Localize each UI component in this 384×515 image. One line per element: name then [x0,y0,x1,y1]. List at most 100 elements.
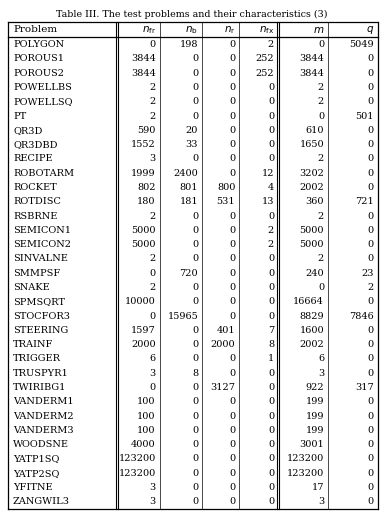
Text: POROUS1: POROUS1 [13,55,64,63]
Text: 0: 0 [268,254,274,264]
Text: RECIPE: RECIPE [13,154,53,163]
Text: 720: 720 [180,269,198,278]
Text: 0: 0 [192,97,198,106]
Text: ROTDISC: ROTDISC [13,197,61,207]
Text: 0: 0 [268,154,274,163]
Text: TRUSPYR1: TRUSPYR1 [13,369,69,378]
Text: POWELLSQ: POWELLSQ [13,97,73,106]
Text: QR3D: QR3D [13,126,42,135]
Text: 2: 2 [318,254,324,264]
Text: 0: 0 [368,326,374,335]
Text: 0: 0 [192,297,198,306]
Text: 0: 0 [368,297,374,306]
Text: 240: 240 [305,269,324,278]
Text: POROUS2: POROUS2 [13,68,64,78]
Text: 0: 0 [368,169,374,178]
Text: 0: 0 [368,469,374,478]
Text: 23: 23 [361,269,374,278]
Text: 0: 0 [229,83,235,92]
Text: 0: 0 [268,497,274,506]
Text: 610: 610 [306,126,324,135]
Text: 0: 0 [229,254,235,264]
Text: WOODSNE: WOODSNE [13,440,69,449]
Text: 8829: 8829 [300,312,324,321]
Text: SEMICON2: SEMICON2 [13,240,71,249]
Text: 2002: 2002 [299,340,324,349]
Text: 0: 0 [268,140,274,149]
Text: 3127: 3127 [210,383,235,392]
Text: $n_{\rm fr}$: $n_{\rm fr}$ [142,24,156,36]
Text: 0: 0 [192,340,198,349]
Text: 0: 0 [192,55,198,63]
Text: 0: 0 [192,426,198,435]
Text: 180: 180 [137,197,156,207]
Text: YATP1SQ: YATP1SQ [13,455,60,464]
Text: 100: 100 [137,398,156,406]
Text: 0: 0 [268,398,274,406]
Text: 0: 0 [229,369,235,378]
Text: 100: 100 [137,426,156,435]
Text: Problem: Problem [13,25,57,35]
Text: TRIGGER: TRIGGER [13,354,61,364]
Text: 16664: 16664 [293,297,324,306]
Text: 0: 0 [229,426,235,435]
Text: SMMPSF: SMMPSF [13,269,60,278]
Text: 2: 2 [318,83,324,92]
Text: 0: 0 [318,283,324,292]
Text: 1650: 1650 [300,140,324,149]
Text: TRAINF: TRAINF [13,340,53,349]
Text: SNAKE: SNAKE [13,283,50,292]
Text: 2: 2 [268,40,274,49]
Text: 0: 0 [150,269,156,278]
Text: 7846: 7846 [349,312,374,321]
Text: SPMSQRT: SPMSQRT [13,297,65,306]
Text: YFITNE: YFITNE [13,483,53,492]
Text: 0: 0 [268,212,274,220]
Text: 0: 0 [229,126,235,135]
Text: 0: 0 [192,398,198,406]
Text: 0: 0 [229,398,235,406]
Text: 0: 0 [229,140,235,149]
Text: 0: 0 [268,269,274,278]
Text: 123200: 123200 [118,455,156,464]
Text: 0: 0 [192,240,198,249]
Text: 0: 0 [268,483,274,492]
Text: 100: 100 [137,411,156,421]
Text: 5000: 5000 [300,226,324,235]
Text: 0: 0 [192,254,198,264]
Text: 3: 3 [149,497,156,506]
Text: 3: 3 [149,483,156,492]
Text: 0: 0 [368,226,374,235]
Text: POLYGON: POLYGON [13,40,64,49]
Text: 0: 0 [192,354,198,364]
Text: 1: 1 [268,354,274,364]
Text: 0: 0 [229,240,235,249]
Text: 199: 199 [306,398,324,406]
Text: 2: 2 [149,97,156,106]
Text: 0: 0 [229,483,235,492]
Text: STOCFOR3: STOCFOR3 [13,312,70,321]
Text: 2: 2 [149,283,156,292]
Text: 0: 0 [192,226,198,235]
Text: ZANGWIL3: ZANGWIL3 [13,497,70,506]
Text: 2: 2 [149,254,156,264]
Text: 0: 0 [268,97,274,106]
Text: TWIRIBG1: TWIRIBG1 [13,383,66,392]
Text: 0: 0 [229,169,235,178]
Text: 0: 0 [192,440,198,449]
Text: 5000: 5000 [131,240,156,249]
Text: 252: 252 [255,68,274,78]
Text: 0: 0 [368,426,374,435]
Text: 181: 181 [180,197,198,207]
Text: 3: 3 [149,154,156,163]
Text: 0: 0 [229,226,235,235]
Text: 0: 0 [192,383,198,392]
Text: 2: 2 [149,112,156,121]
Text: 0: 0 [368,340,374,349]
Text: 0: 0 [368,68,374,78]
Text: 0: 0 [229,97,235,106]
Text: 2400: 2400 [174,169,198,178]
Text: 3: 3 [149,369,156,378]
Text: 0: 0 [368,212,374,220]
Text: 1552: 1552 [131,140,156,149]
